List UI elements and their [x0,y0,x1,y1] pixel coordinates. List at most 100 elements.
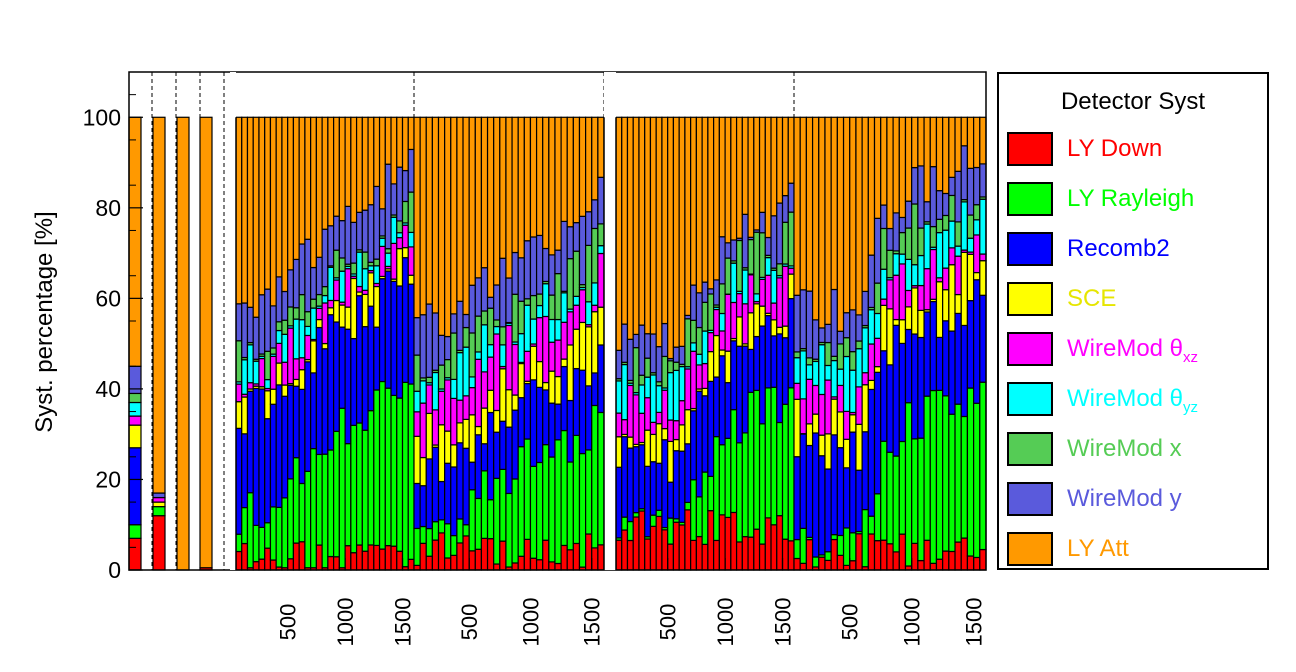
bar-segment [529,557,538,571]
bar-segment [486,411,495,501]
bar-segment [321,302,329,345]
bar-segment [315,293,323,307]
bar-segment [849,369,857,414]
bar-segment [523,438,532,540]
bar-segment [684,409,692,445]
bar-segment [764,274,772,314]
bar-segment [935,218,944,234]
bar-segment [462,116,470,316]
bar-segment [269,116,277,307]
bar-segment [437,116,446,336]
bar-segment [474,351,483,360]
bar-segment [511,116,519,254]
bar-segment [264,547,272,571]
bar-segment [781,337,789,405]
bar-segment [542,381,550,391]
x-tick-label: 1500 [580,598,605,647]
bar-segment [787,211,795,267]
bar-segment [517,362,525,399]
bar-segment [275,329,283,344]
bar-segment [246,382,254,390]
bar-segment [315,116,323,258]
bar-segment [886,227,894,251]
bar-segment [979,294,987,383]
bar-segment [419,116,427,316]
bar-segment [747,391,755,538]
bar-segment [572,295,581,306]
bar-segment [615,349,623,380]
bar-segment [493,319,501,328]
bar-segment [529,318,538,345]
bar-segment [572,304,581,330]
bar-segment [735,442,743,543]
bar-segment [701,543,709,571]
bar-segment [678,524,686,571]
bar-segment [948,330,956,415]
bar-segment [861,384,869,433]
bar-segment [444,557,452,571]
bar-segment [554,339,562,378]
x-tick-label: 1000 [333,598,358,647]
bar-segment [542,247,550,283]
bar-segment [419,456,427,487]
bar-segment [511,394,519,411]
bar-segment [523,240,532,300]
bar-segment [517,446,525,557]
bar-segment [499,540,507,571]
bar-segment [867,515,876,535]
bar-segment [942,267,950,291]
bar-segment [361,116,369,211]
bar-segment [741,345,749,434]
bar-segment [849,532,857,562]
bar-segment [591,372,599,407]
bar-segment [560,429,568,547]
bar-segment [621,363,629,421]
bar-segment [836,116,845,332]
bar-segment [361,268,369,291]
bar-segment [904,227,913,260]
bar-segment [578,452,587,568]
bar-segment [128,116,142,367]
bar-segment [655,346,663,383]
bar-segment [747,348,755,393]
bar-segment [973,166,981,206]
bar-segment [929,300,938,392]
bar-segment [287,558,295,571]
bar-segment [836,534,845,556]
bar-segment [898,342,907,443]
bar-segment [407,246,415,276]
bar-segment [275,342,283,364]
bar-segment [741,213,749,269]
bar-segment [396,550,404,571]
bar-segment [626,384,634,438]
bar-segment [560,544,568,571]
bar-segment [615,116,623,351]
bar-segment [649,116,657,335]
bar-segment [413,527,421,566]
bar-segment [966,555,975,571]
bar-segment [425,303,433,378]
bar-segment [954,293,962,315]
y-tick-label: 60 [95,285,121,311]
bar-segment [315,256,323,296]
bar-segment [287,116,295,271]
bar-segment [781,403,789,540]
bar-segment [292,457,300,544]
bar-segment [413,435,421,485]
bar-segment [462,535,470,571]
bar-segment [626,116,634,340]
bar-segment [548,402,556,458]
bar-segment [781,325,789,339]
bar-segment [644,429,652,467]
bar-segment [241,359,249,395]
bar-segment [880,539,888,571]
bar-segment [493,116,501,286]
bar-segment [456,542,464,571]
bar-segment [298,116,306,245]
bar-segment [355,285,363,293]
bar-segment [667,481,675,519]
legend-title: Detector Syst [1060,88,1206,115]
bar-segment [338,407,346,569]
bar-segment [566,258,574,310]
bar-segment [793,456,801,541]
